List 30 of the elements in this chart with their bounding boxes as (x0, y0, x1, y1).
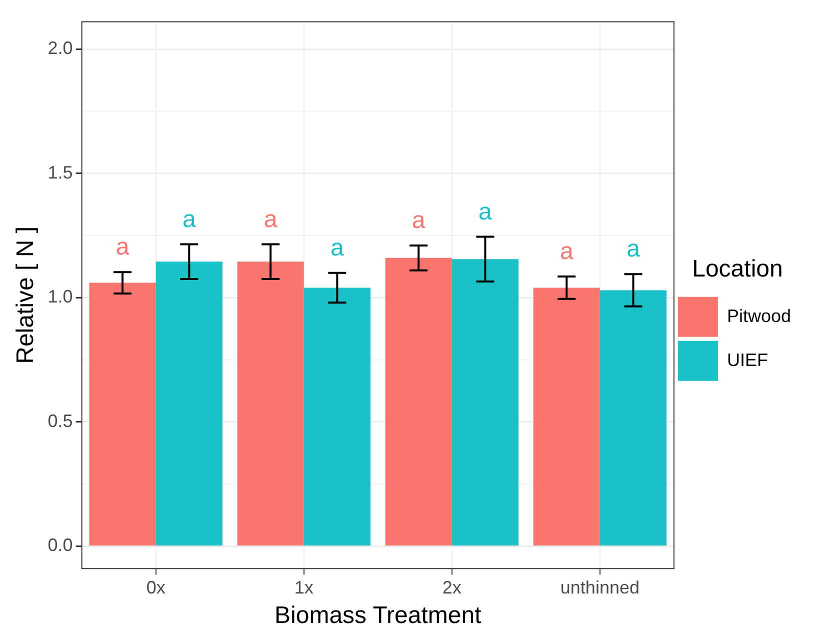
data-label: a (412, 207, 426, 234)
y-tick-label: 2.0 (48, 38, 73, 58)
x-tick-label: 1x (294, 577, 314, 598)
x-tick-label: 2x (442, 577, 462, 598)
y-tick-label: 1.0 (48, 286, 73, 307)
y-tick-label: 0.5 (48, 410, 73, 431)
data-label: a (116, 234, 130, 261)
bar (156, 262, 222, 546)
x-tick-label: 0x (146, 577, 166, 598)
legend-label: UIEF (726, 350, 768, 370)
bar (89, 282, 156, 546)
data-label: a (478, 198, 493, 226)
legend-title: Location (692, 256, 783, 283)
bar (304, 288, 370, 546)
bar (600, 290, 667, 546)
data-label: a (626, 236, 641, 263)
x-axis-title: Biomass Treatment (274, 602, 482, 630)
data-label: a (182, 206, 196, 233)
bar (452, 259, 519, 546)
y-tick-label: 0.0 (48, 535, 73, 556)
bar (385, 258, 452, 546)
bar (237, 262, 304, 546)
bar (533, 288, 600, 546)
data-label: a (560, 238, 574, 266)
data-label: a (330, 234, 345, 262)
x-tick-label: unthinned (560, 577, 640, 598)
y-axis-title: Relative [ N ] (12, 226, 40, 364)
y-tick-label: 1.5 (48, 162, 73, 182)
legend-label: Pitwood (726, 306, 792, 326)
data-label: a (264, 206, 278, 233)
